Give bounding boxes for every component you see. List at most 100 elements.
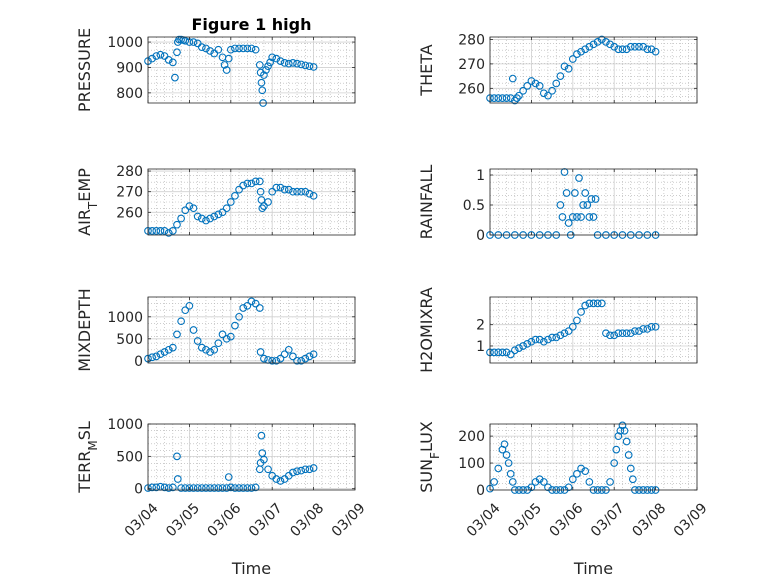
data-point (284, 59, 293, 68)
data-point (581, 189, 590, 197)
data-point (210, 212, 219, 221)
data-point (243, 484, 252, 492)
axes-box (147, 423, 356, 491)
y-axis-label: THETA (417, 44, 436, 96)
data-point (635, 327, 643, 335)
data-point (560, 62, 569, 71)
series-terrmsl (144, 431, 318, 492)
data-point (289, 468, 297, 477)
data-point (597, 299, 606, 308)
data-point (610, 331, 619, 340)
axes-box (147, 296, 356, 364)
data-point (220, 61, 229, 69)
axes-box (489, 296, 698, 364)
data-point (235, 44, 243, 53)
data-point (568, 322, 577, 331)
data-point (651, 47, 660, 56)
data-point (531, 79, 540, 88)
data-point (531, 335, 540, 344)
data-point (562, 189, 571, 197)
data-point (197, 343, 206, 352)
data-point (185, 202, 194, 210)
data-point (510, 346, 519, 355)
data-point (573, 50, 581, 58)
data-point (185, 301, 194, 310)
y-tick-label: 0.5 (463, 198, 485, 214)
data-point (297, 356, 306, 365)
data-point (502, 348, 511, 357)
data-point (293, 59, 301, 68)
data-point (148, 353, 156, 362)
data-point (585, 42, 594, 51)
data-point (620, 426, 629, 435)
data-point (519, 86, 527, 95)
y-tick-label: 900 (116, 60, 143, 76)
data-point (305, 62, 314, 71)
data-point (231, 321, 239, 330)
data-point (309, 191, 318, 200)
data-point (260, 455, 268, 464)
data-point (206, 47, 214, 55)
x-tick-label: 03/08 (629, 500, 669, 540)
data-point (160, 348, 169, 356)
data-point (523, 82, 532, 90)
data-point (498, 94, 507, 102)
data-point (214, 45, 223, 54)
data-point (490, 348, 498, 357)
y-axis-label: TERRMSL (75, 421, 100, 494)
data-point (193, 39, 202, 48)
data-point (206, 484, 214, 492)
y-tick-label: 280 (458, 32, 485, 48)
data-point (558, 213, 567, 221)
data-point (222, 204, 231, 213)
data-point (581, 467, 590, 475)
data-point (289, 352, 297, 361)
data-point (539, 89, 548, 98)
data-point (189, 326, 198, 334)
data-point (272, 475, 281, 483)
data-point (510, 96, 519, 105)
data-point (257, 431, 266, 440)
data-point (309, 464, 318, 472)
data-point (239, 484, 248, 492)
data-point (305, 189, 314, 198)
data-point (218, 484, 227, 492)
data-point (651, 322, 660, 331)
data-point (264, 198, 272, 206)
data-point (231, 484, 239, 492)
data-point (502, 94, 511, 102)
data-point (214, 339, 223, 348)
data-point (293, 187, 301, 196)
y-axis-label: H2OMIXRA (417, 287, 436, 373)
data-point (581, 301, 590, 310)
data-point (289, 187, 297, 196)
y-tick-label: 500 (116, 449, 143, 465)
data-point (575, 174, 583, 182)
y-tick-label: 500 (116, 332, 143, 348)
data-point (276, 354, 285, 363)
data-point (239, 181, 248, 190)
data-point (262, 66, 270, 74)
data-point (515, 91, 523, 100)
data-point (247, 44, 256, 53)
data-point (535, 82, 544, 90)
axes-box (489, 36, 698, 104)
data-point (508, 74, 517, 83)
data-point (260, 354, 268, 363)
data-point (612, 445, 621, 454)
data-point (173, 220, 181, 229)
y-tick-label: 1000 (107, 417, 143, 433)
plot-area (148, 424, 355, 490)
data-point (635, 42, 643, 51)
data-point (152, 352, 161, 361)
data-point (500, 440, 509, 449)
data-point (210, 345, 219, 354)
y-tick-label: 2 (476, 318, 485, 334)
data-point (305, 465, 314, 474)
data-point (527, 337, 536, 346)
data-point (606, 478, 614, 486)
data-point (647, 322, 656, 331)
data-point (293, 467, 301, 476)
data-point (626, 464, 635, 473)
